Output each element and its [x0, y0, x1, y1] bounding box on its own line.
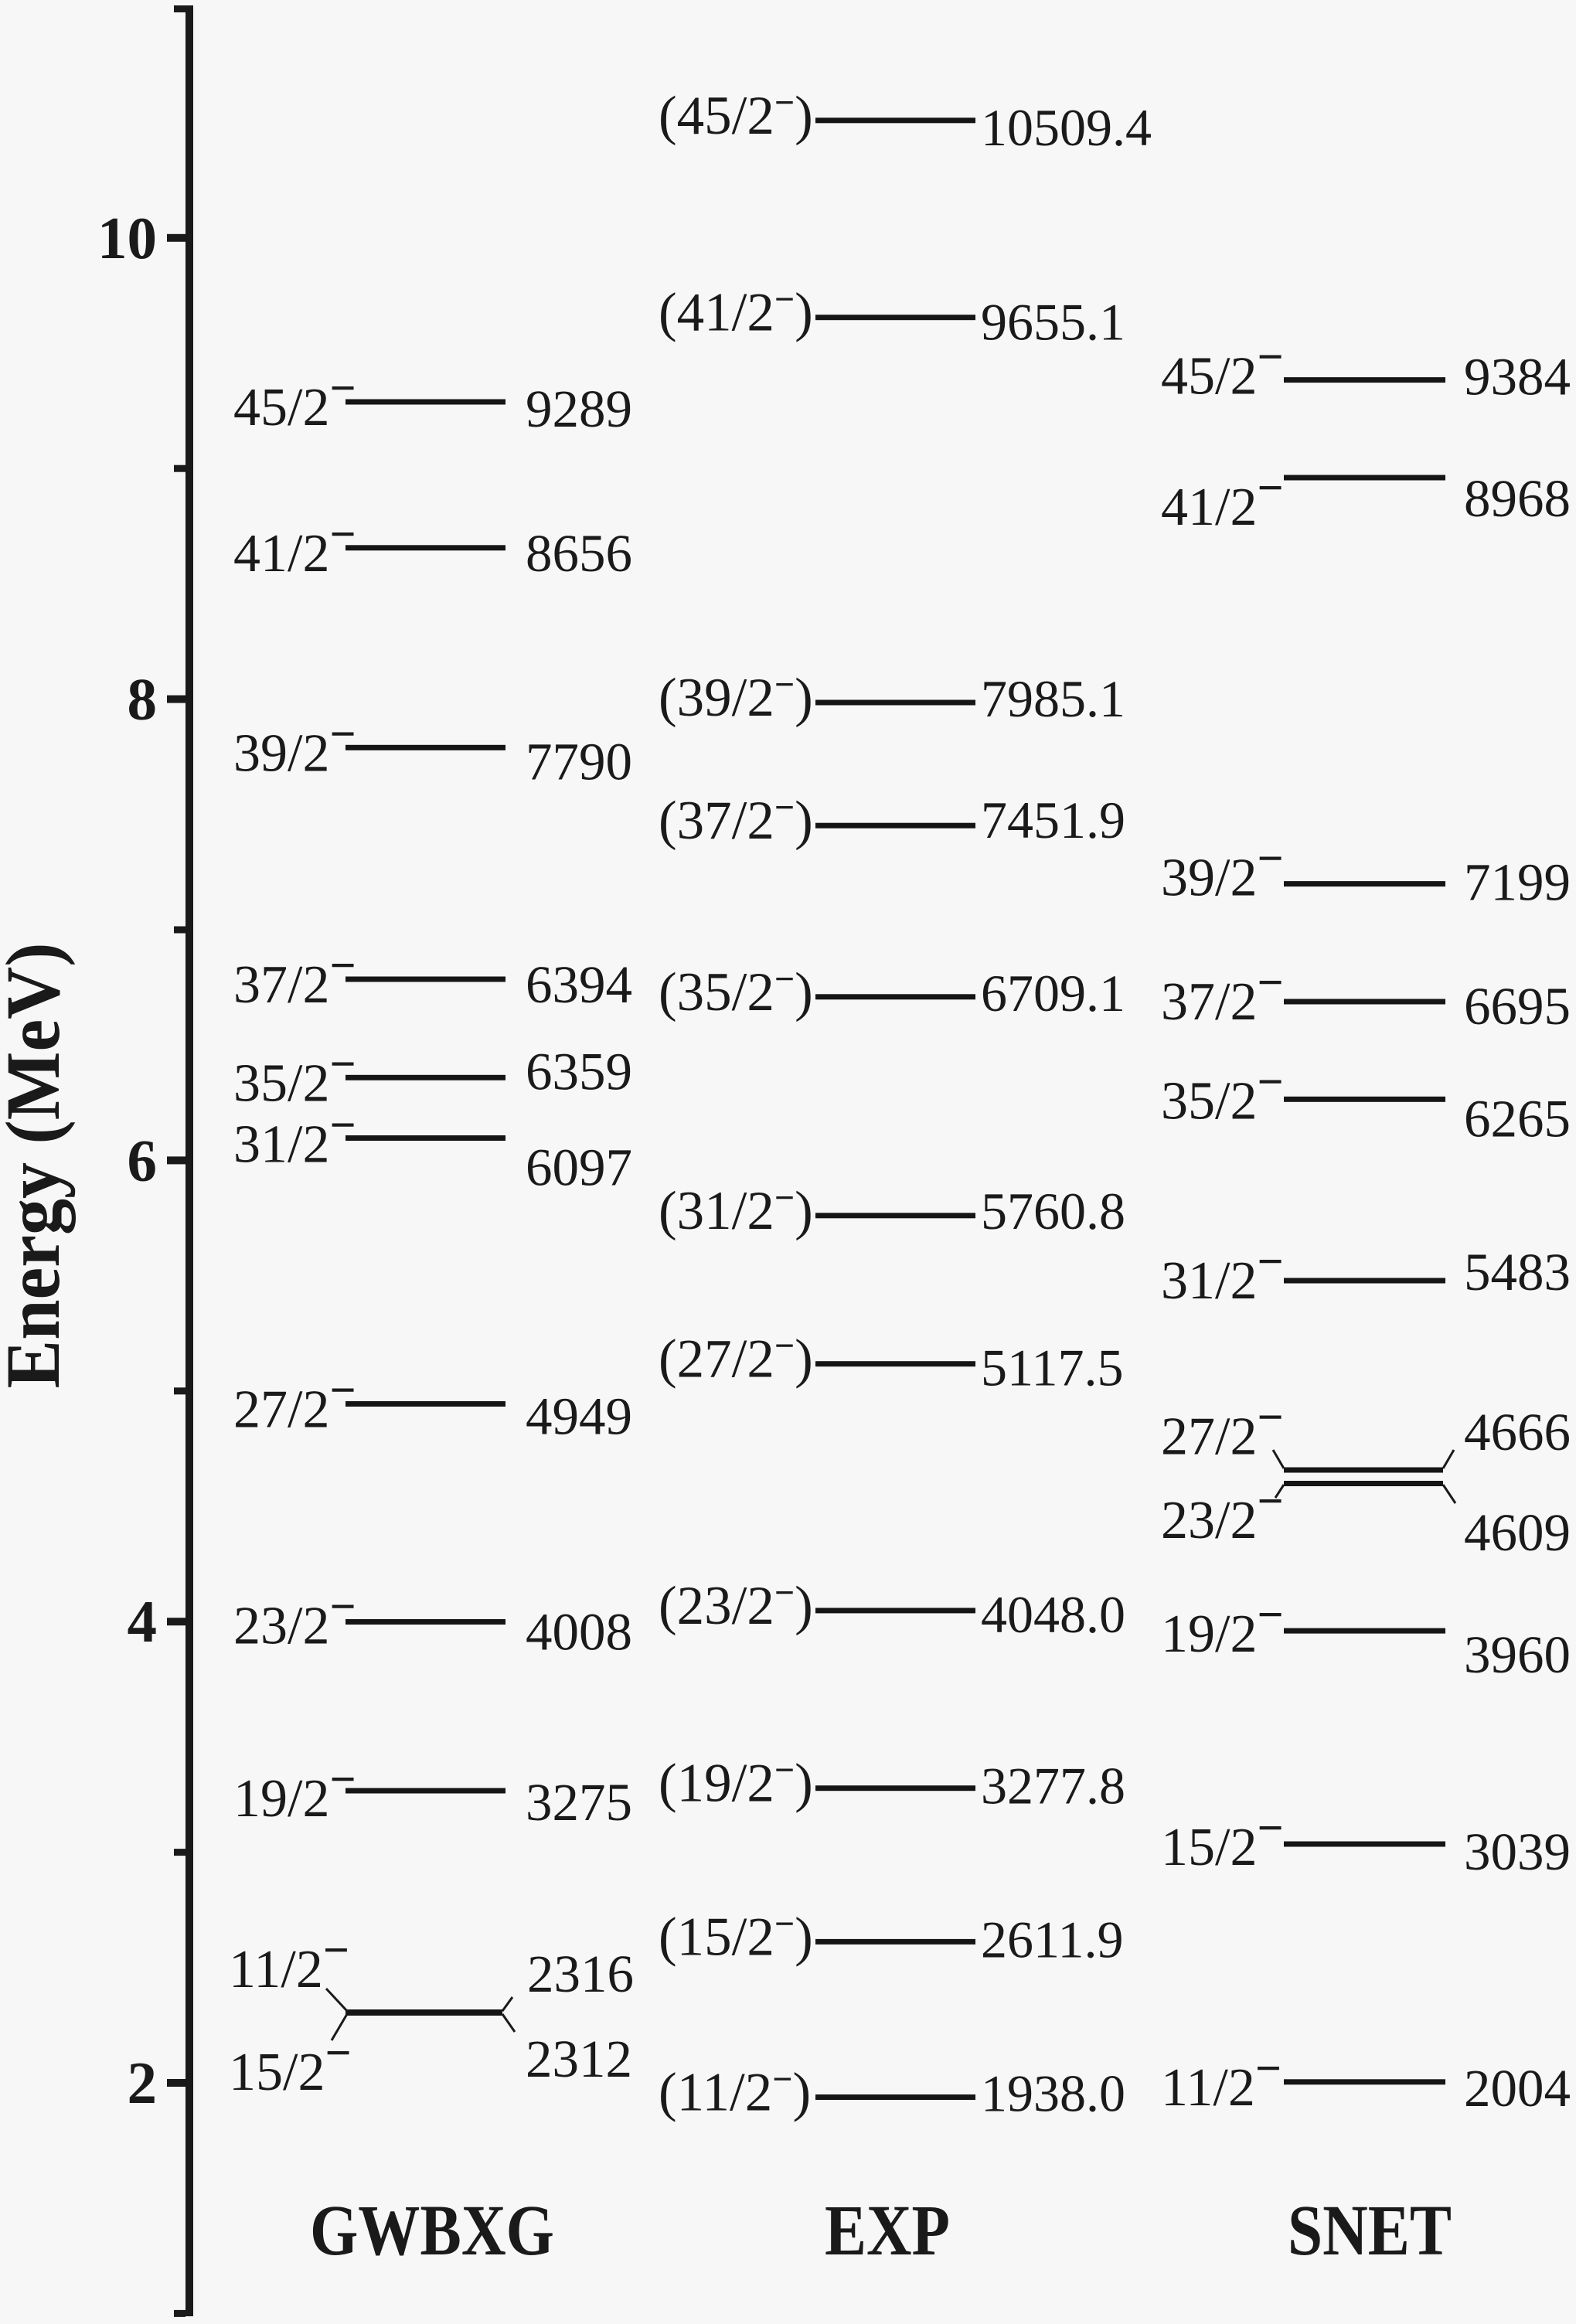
svg-text:6359: 6359 — [526, 1042, 632, 1101]
svg-text:SNET: SNET — [1288, 2191, 1452, 2271]
svg-text:2: 2 — [128, 2050, 158, 2116]
svg-text:8656: 8656 — [526, 524, 632, 583]
svg-text:9655.1: 9655.1 — [981, 293, 1125, 352]
svg-text:Energy (MeV): Energy (MeV) — [0, 943, 76, 1389]
svg-text:6709.1: 6709.1 — [981, 964, 1125, 1022]
svg-text:9384: 9384 — [1464, 348, 1571, 407]
svg-text:6097: 6097 — [526, 1138, 632, 1197]
svg-text:3277.8: 3277.8 — [981, 1757, 1125, 1815]
svg-text:4: 4 — [128, 1588, 158, 1655]
svg-text:8968: 8968 — [1464, 469, 1571, 528]
svg-text:2316: 2316 — [527, 1945, 634, 2003]
svg-text:5760.8: 5760.8 — [981, 1182, 1125, 1240]
svg-text:6: 6 — [128, 1127, 158, 1193]
svg-text:EXP: EXP — [825, 2191, 950, 2271]
svg-text:3960: 3960 — [1464, 1625, 1571, 1684]
svg-text:7790: 7790 — [526, 732, 632, 791]
svg-text:2004: 2004 — [1464, 2059, 1571, 2118]
svg-text:10: 10 — [97, 205, 157, 271]
svg-text:4008: 4008 — [526, 1603, 632, 1662]
svg-text:4609: 4609 — [1464, 1503, 1571, 1562]
svg-text:7199: 7199 — [1464, 853, 1571, 912]
svg-text:(27/2−): (27/2−) — [659, 1326, 813, 1390]
svg-text:4949: 4949 — [526, 1387, 632, 1446]
svg-text:7451.9: 7451.9 — [981, 791, 1125, 849]
svg-text:(37/2−): (37/2−) — [659, 788, 813, 851]
svg-text:2312: 2312 — [526, 2030, 632, 2088]
svg-text:2611.9: 2611.9 — [981, 1910, 1123, 1968]
svg-text:6394: 6394 — [526, 955, 632, 1014]
svg-text:5483: 5483 — [1464, 1243, 1571, 1302]
svg-text:6695: 6695 — [1464, 977, 1571, 1036]
svg-text:1938.0: 1938.0 — [981, 2064, 1125, 2123]
svg-text:10509.4: 10509.4 — [981, 98, 1152, 157]
svg-text:4666: 4666 — [1464, 1403, 1571, 1461]
svg-text:3275: 3275 — [526, 1773, 632, 1832]
svg-text:5117.5: 5117.5 — [981, 1339, 1123, 1397]
svg-text:(45/2−): (45/2−) — [659, 83, 813, 146]
svg-text:4048.0: 4048.0 — [981, 1585, 1125, 1644]
svg-text:GWBXG: GWBXG — [310, 2191, 554, 2271]
svg-text:6265: 6265 — [1464, 1089, 1571, 1148]
svg-text:9289: 9289 — [526, 379, 632, 438]
svg-text:3039: 3039 — [1464, 1822, 1571, 1881]
svg-text:8: 8 — [128, 666, 158, 733]
svg-text:7985.1: 7985.1 — [981, 669, 1125, 728]
